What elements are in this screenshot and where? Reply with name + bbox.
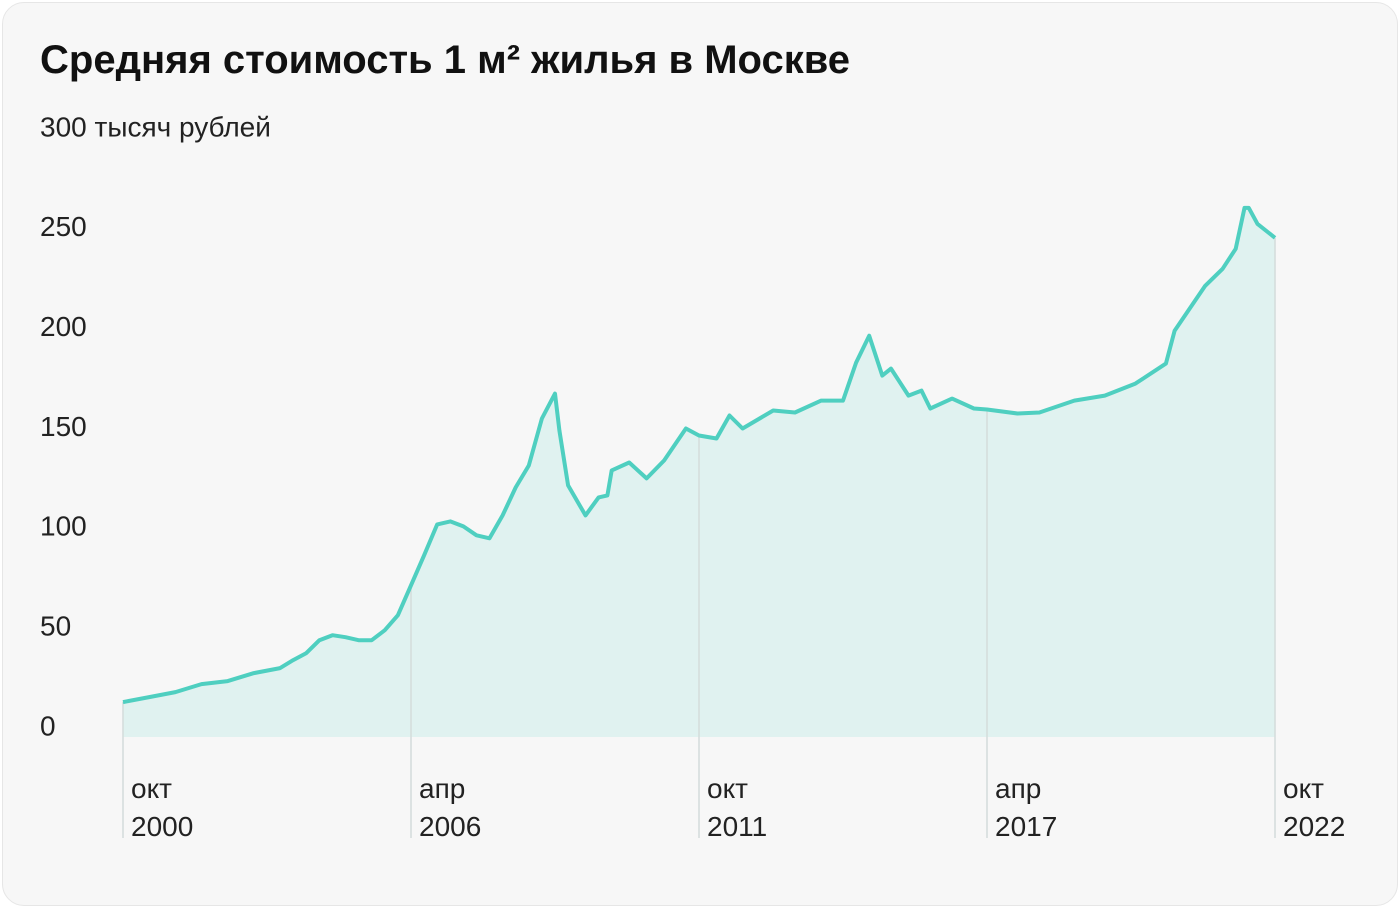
chart-title: Средняя стоимость 1 м² жилья в Москве xyxy=(40,38,851,82)
x-tick-label: окт 2000 xyxy=(131,773,194,842)
y-tick-label: 150 xyxy=(40,411,87,442)
y-tick-label: 250 xyxy=(40,211,87,242)
y-tick-label: 300 тысяч рублей xyxy=(40,111,271,142)
x-tick-label: апр 2017 xyxy=(995,773,1058,842)
x-tick-label: апр 2006 xyxy=(419,773,482,842)
x-tick-label: окт 2011 xyxy=(707,773,768,842)
y-tick-label: 0 xyxy=(40,710,56,741)
y-tick-label: 50 xyxy=(40,611,71,642)
x-tick-label: окт 2022 xyxy=(1283,773,1346,842)
line xyxy=(122,205,1277,705)
y-tick-label: 200 xyxy=(40,311,87,342)
y-tick-label: 100 xyxy=(40,511,87,542)
